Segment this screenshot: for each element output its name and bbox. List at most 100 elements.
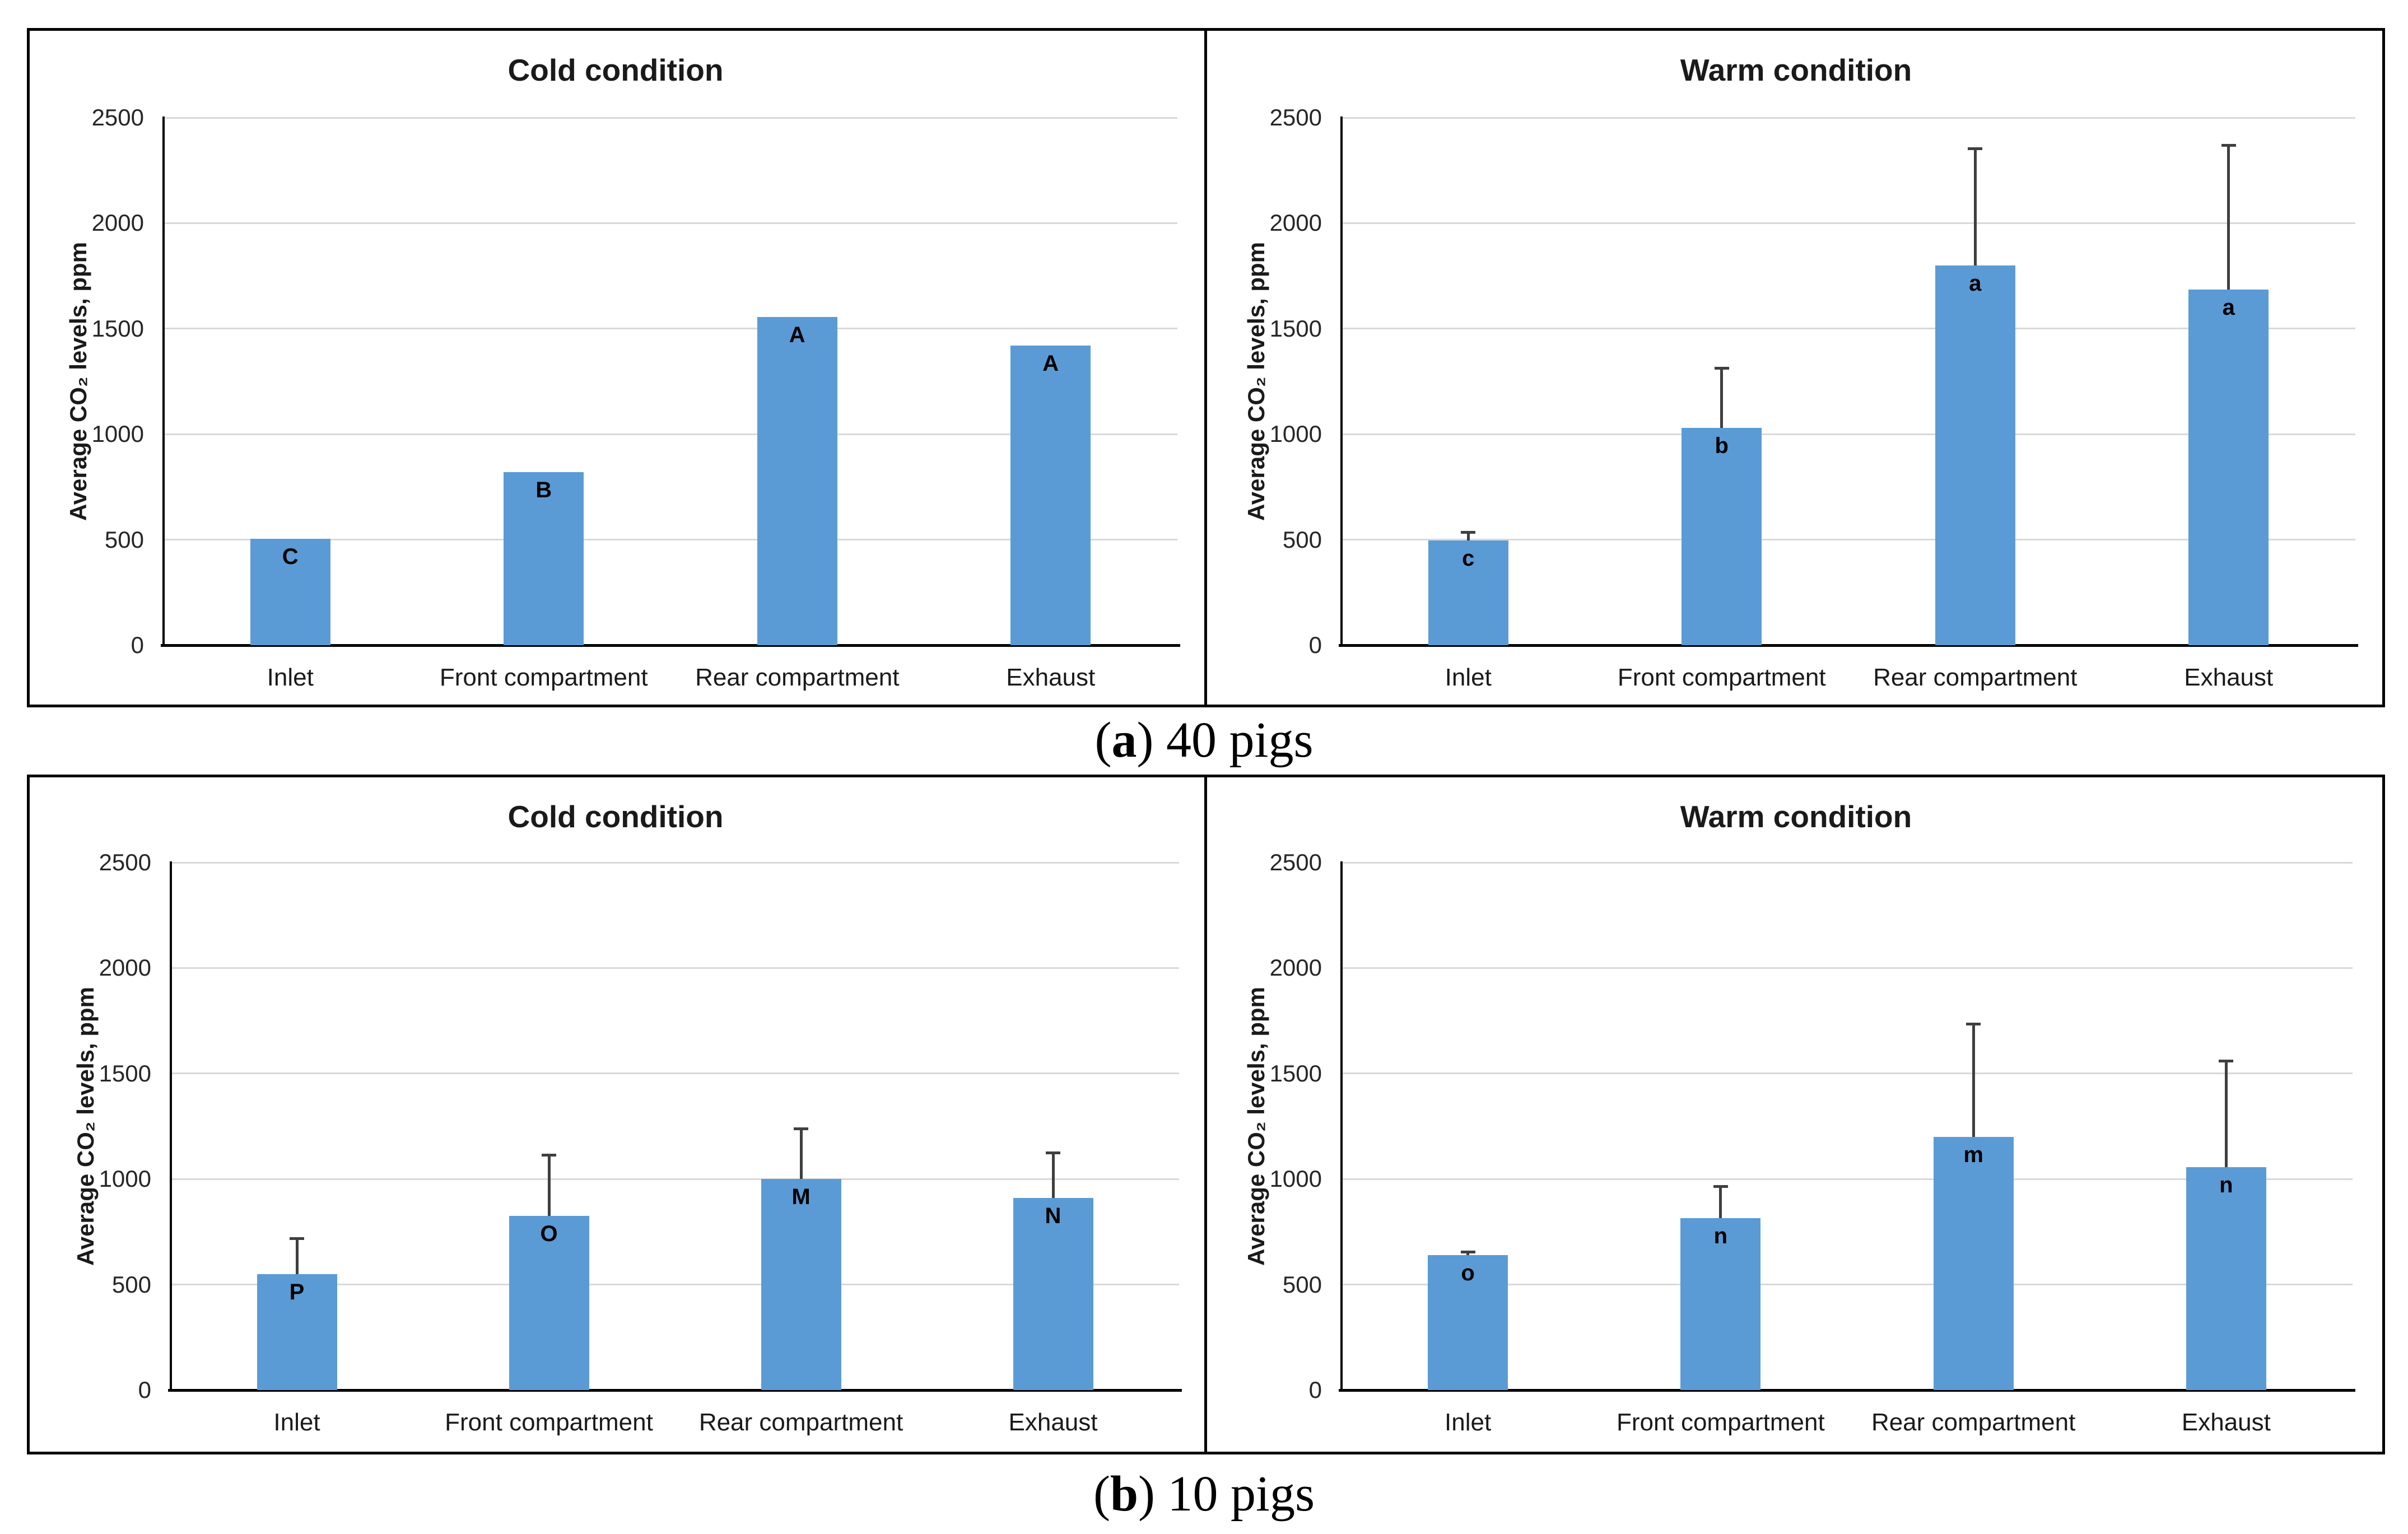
gridline [1342, 1178, 2353, 1180]
y-tick-label: 1500 [1269, 315, 1322, 342]
x-category-label: Rear compartment [1873, 664, 2078, 691]
x-category-label: Exhaust [2184, 664, 2274, 691]
error-bar-cap [1460, 1251, 1475, 1254]
bar-front-compartment [504, 472, 584, 645]
y-tick-label: 500 [111, 1271, 151, 1298]
gridline [171, 1284, 1179, 1286]
bar-significance-label: b [1715, 433, 1729, 458]
error-bar-cap [542, 1153, 556, 1157]
chart-title: Warm condition [1680, 799, 1912, 834]
x-category-label: Exhaust [2181, 1409, 2271, 1436]
gridline [164, 116, 1177, 119]
y-axis-line [162, 116, 165, 646]
caption-letter: b [1110, 1466, 1139, 1522]
bar-significance-label: A [789, 323, 805, 348]
bar-front-compartment [1680, 1218, 1761, 1390]
error-bar-cap [2219, 1060, 2234, 1063]
bar-inlet [257, 1274, 337, 1390]
y-tick-label: 1500 [1269, 1060, 1322, 1087]
error-bar-line [1720, 367, 1724, 428]
error-bar-line [547, 1154, 551, 1216]
x-category-label: Front compartment [439, 664, 648, 691]
y-tick-label: 1500 [91, 315, 144, 342]
chart-cold-10pigs: Cold condition 0 500 1000 1500 2000 2500 Averag… [27, 775, 1204, 1454]
gridline [1342, 861, 2353, 864]
y-tick-label: 2500 [1269, 104, 1322, 130]
y-tick-label: 2500 [1269, 849, 1322, 875]
x-category-label: Front compartment [1617, 664, 1826, 691]
error-bar-line [295, 1238, 299, 1274]
bar-exhaust [1013, 1198, 1093, 1390]
x-category-label: Inlet [267, 664, 314, 691]
gridline [1342, 539, 2355, 541]
plot-area: 0 500 1000 1500 2000 2500 Average CO₂ levels, … [1243, 849, 2355, 1436]
y-tick-label: 0 [138, 1377, 151, 1403]
error-bar-cap [1713, 1185, 1728, 1188]
plot-area: 0 500 1000 1500 2000 2500 Average CO₂ levels, … [65, 104, 1180, 691]
bar-significance-label: m [1963, 1142, 1983, 1167]
plot-area: 0 500 1000 1500 2000 2500 Average CO₂ levels, … [72, 849, 1182, 1436]
bar-significance-label: O [540, 1221, 558, 1247]
gridline [171, 967, 1179, 969]
gridline [164, 433, 1177, 435]
panel-a-divider [1204, 28, 1207, 707]
y-tick-label: 2000 [1269, 209, 1322, 236]
chart-title: Cold condition [507, 53, 724, 87]
bar-front-compartment [509, 1216, 589, 1390]
x-axis-line [1339, 644, 2358, 647]
error-bar-cap [1968, 147, 1983, 150]
error-bar-line [2227, 144, 2230, 290]
gridline [1342, 1284, 2353, 1286]
y-axis-line [1340, 116, 1343, 646]
chart-cold-40pigs: Cold condition 0 500 1000 1500 2000 2500 Averag… [27, 28, 1204, 707]
x-axis-line [168, 1389, 1182, 1392]
bar-significance-label: a [2222, 295, 2235, 320]
y-axis-label: Average CO₂ levels, ppm [1243, 987, 1269, 1266]
y-tick-label: 1000 [1269, 421, 1322, 447]
y-axis-label: Average CO₂ levels, ppm [65, 242, 91, 521]
y-tick-label: 2000 [91, 209, 144, 236]
x-category-label: Rear compartment [698, 1409, 903, 1436]
chart-title: Cold condition [507, 799, 724, 834]
gridline [1342, 433, 2355, 435]
x-axis-line [161, 644, 1180, 647]
y-axis-label: Average CO₂ levels, ppm [72, 987, 99, 1266]
chart-warm-10pigs: Warm condition 0 500 1000 1500 2000 2500 Averag… [1207, 775, 2385, 1454]
y-tick-label: 500 [104, 526, 144, 553]
y-tick-label: 1000 [99, 1165, 151, 1192]
y-tick-label: 500 [1282, 1271, 1322, 1298]
plot-area: 0 500 1000 1500 2000 2500 Average CO₂ levels, … [1243, 104, 2358, 691]
chart-warm-40pigs: Warm condition 0 500 1000 1500 2000 2500 Averag… [1207, 28, 2385, 707]
bar-inlet [250, 538, 330, 645]
caption-letter: a [1111, 712, 1137, 768]
x-category-label: Exhaust [1008, 1409, 1098, 1436]
error-bar-line [799, 1128, 803, 1179]
y-axis-line [1340, 861, 1343, 1391]
caption-text: ) 40 pigs [1137, 712, 1314, 768]
bar-significance-label: P [289, 1279, 305, 1304]
error-bar-line [1051, 1153, 1055, 1199]
bar-significance-label: n [1713, 1223, 1728, 1248]
y-tick-label: 2500 [91, 104, 144, 130]
gridline [171, 1178, 1179, 1180]
x-axis-line [1339, 1389, 2355, 1392]
gridline [1342, 116, 2355, 119]
error-bar-cap [1966, 1023, 1981, 1026]
bar-inlet [1428, 1255, 1508, 1390]
x-category-label: Inlet [1445, 1409, 1492, 1436]
bar-significance-label: c [1462, 546, 1475, 571]
caption-open: ( [1093, 1466, 1110, 1522]
gridline [171, 1073, 1179, 1075]
bar-significance-label: M [791, 1185, 811, 1210]
gridline [164, 539, 1177, 541]
error-bar-cap [2221, 143, 2236, 147]
bar-rear-compartment [761, 1179, 841, 1390]
bar-significance-label: n [2219, 1173, 2233, 1198]
panel-b-caption: (b) 10 pigs [0, 1466, 2408, 1522]
gridline [1342, 328, 2355, 330]
bar-exhaust [1010, 345, 1091, 645]
error-bar-line [2224, 1061, 2228, 1168]
error-bar-line [1972, 1024, 1975, 1137]
error-bar-cap [1046, 1151, 1060, 1155]
x-category-label: Rear compartment [695, 664, 900, 691]
